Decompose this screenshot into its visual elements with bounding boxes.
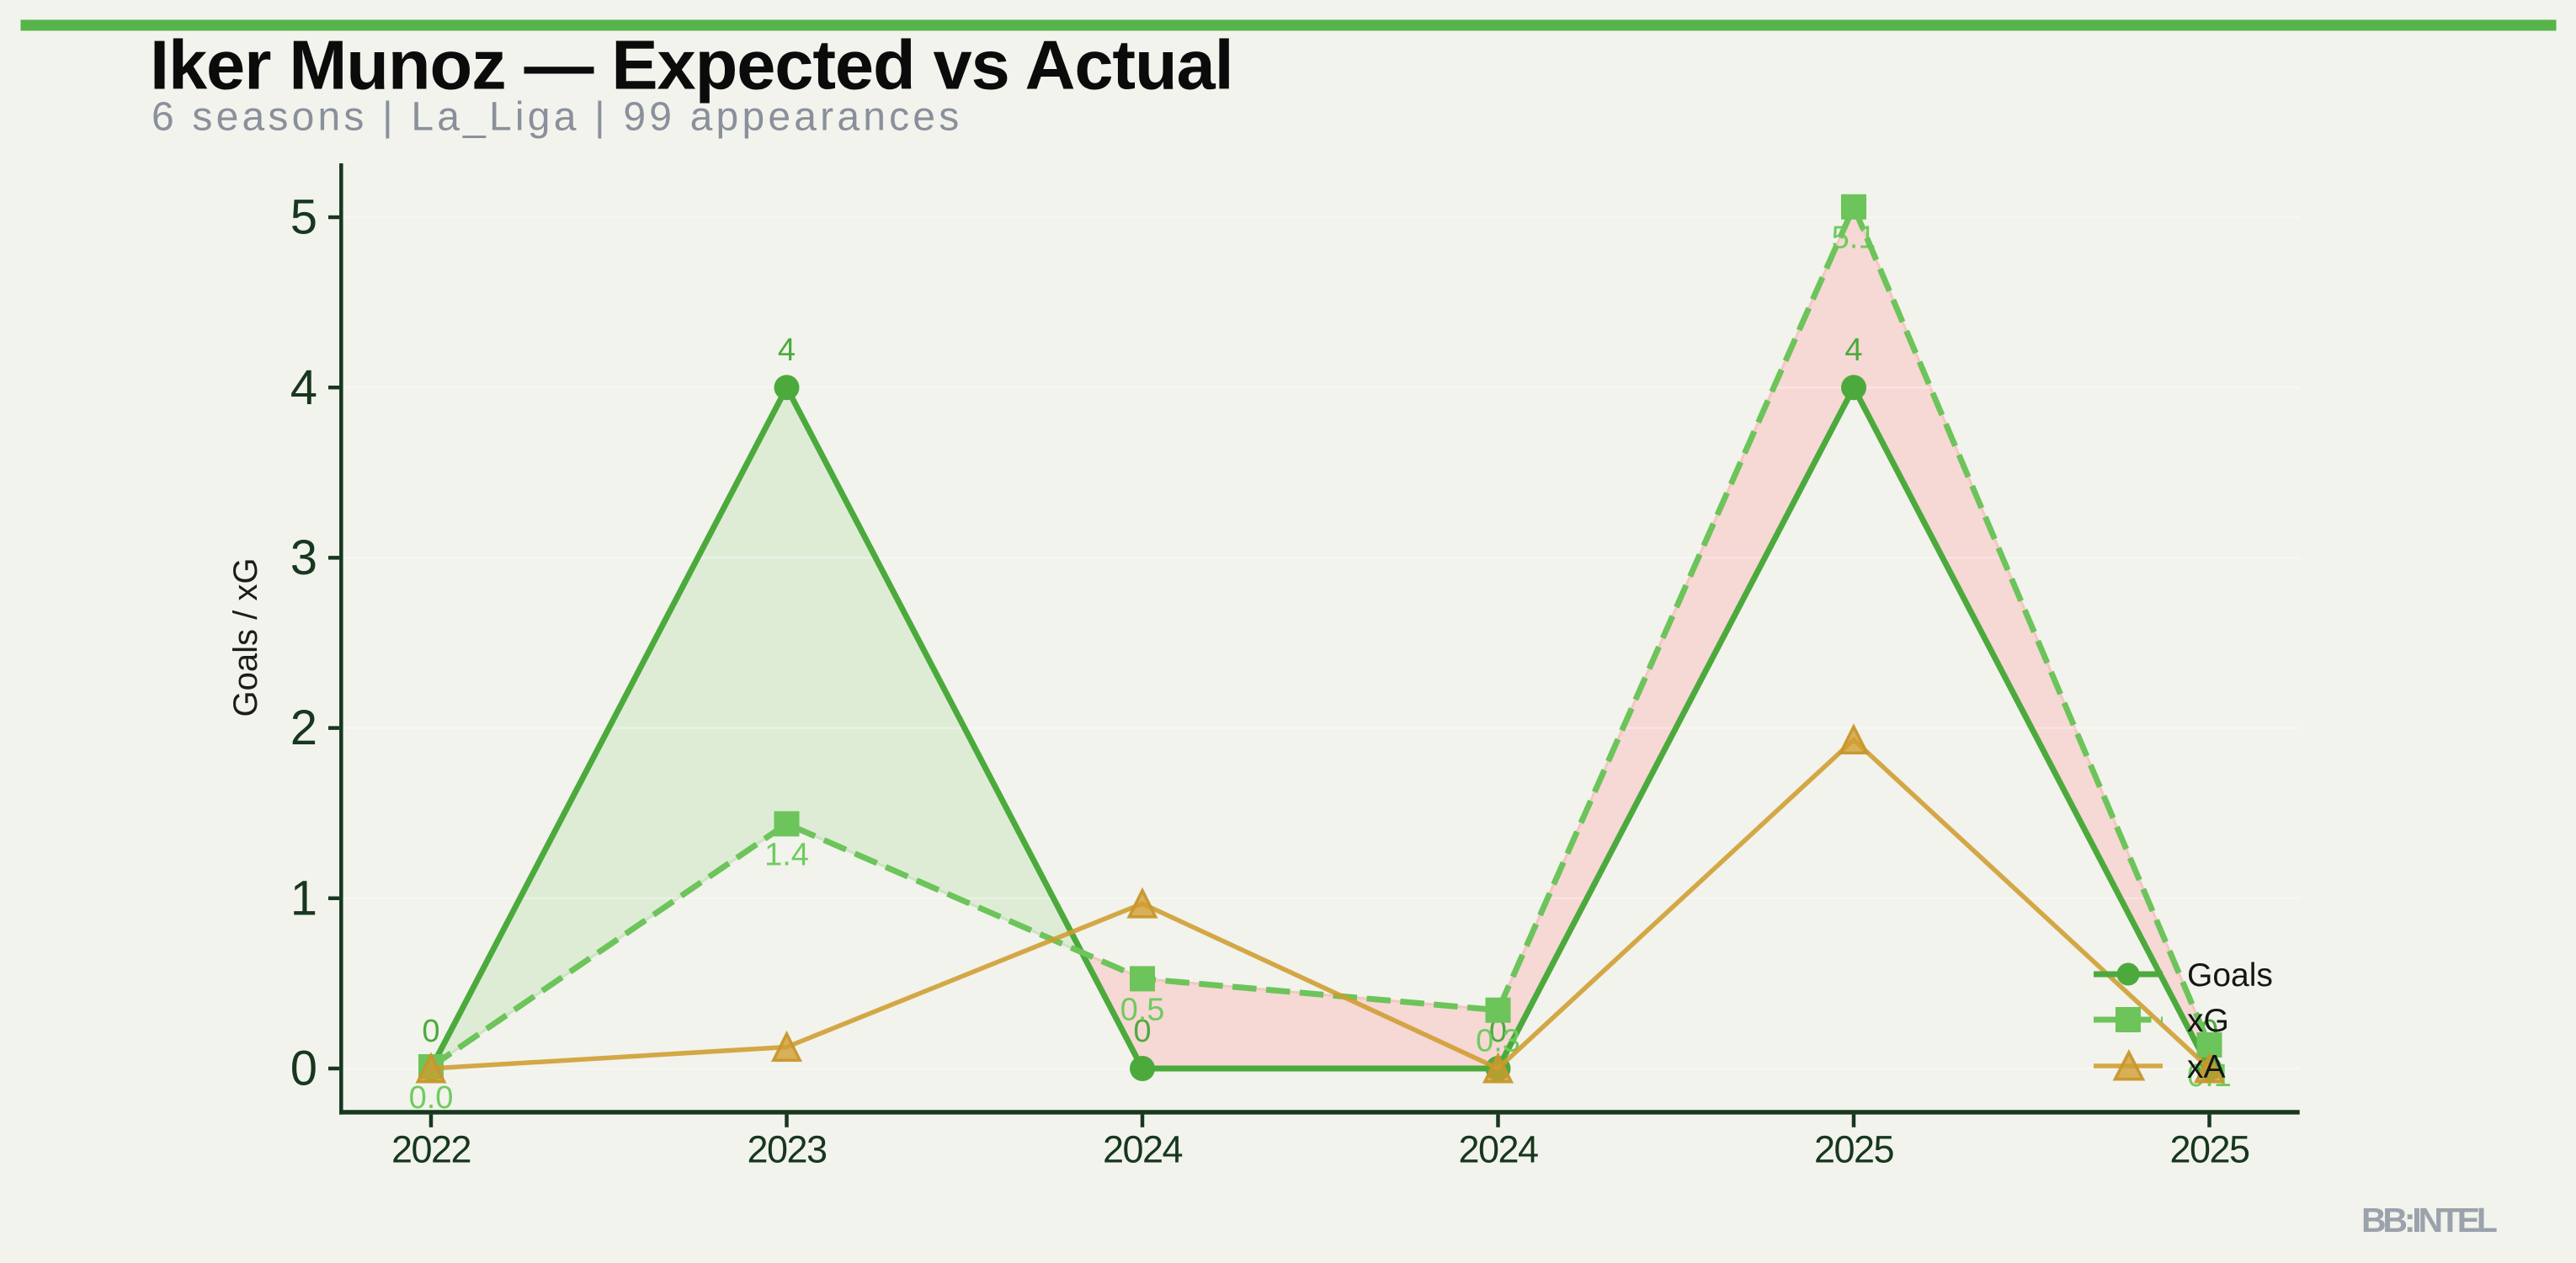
svg-text:Iker Munoz — Expected vs Actua: Iker Munoz — Expected vs Actual xyxy=(150,26,1233,104)
svg-text:5: 5 xyxy=(290,190,317,245)
svg-text:Goals: Goals xyxy=(2187,957,2273,994)
svg-text:Goals / xG: Goals / xG xyxy=(227,558,264,717)
svg-text:2023: 2023 xyxy=(747,1127,827,1170)
svg-text:0: 0 xyxy=(290,1042,317,1096)
svg-text:2022: 2022 xyxy=(391,1127,471,1170)
svg-text:1.4: 1.4 xyxy=(764,837,809,872)
svg-text:1: 1 xyxy=(290,871,317,925)
svg-text:3: 3 xyxy=(290,530,317,585)
svg-text:2: 2 xyxy=(290,701,317,755)
svg-text:4: 4 xyxy=(1844,333,1862,368)
svg-text:2024: 2024 xyxy=(1103,1127,1183,1170)
svg-text:xA: xA xyxy=(2187,1049,2226,1085)
svg-text:2025: 2025 xyxy=(1814,1127,1894,1170)
svg-text:0: 0 xyxy=(1133,1014,1151,1049)
svg-text:BB:INTEL: BB:INTEL xyxy=(2361,1201,2497,1239)
svg-text:4: 4 xyxy=(290,360,317,415)
svg-text:2025: 2025 xyxy=(2169,1127,2249,1170)
svg-text:xG: xG xyxy=(2187,1003,2229,1039)
svg-text:0.5: 0.5 xyxy=(1120,992,1165,1027)
svg-text:6 seasons | La_Liga | 99 appea: 6 seasons | La_Liga | 99 appearances xyxy=(152,95,962,140)
svg-text:0.0: 0.0 xyxy=(409,1080,454,1116)
svg-text:2024: 2024 xyxy=(1458,1127,1538,1170)
svg-text:0: 0 xyxy=(422,1014,439,1049)
svg-text:4: 4 xyxy=(778,333,796,368)
